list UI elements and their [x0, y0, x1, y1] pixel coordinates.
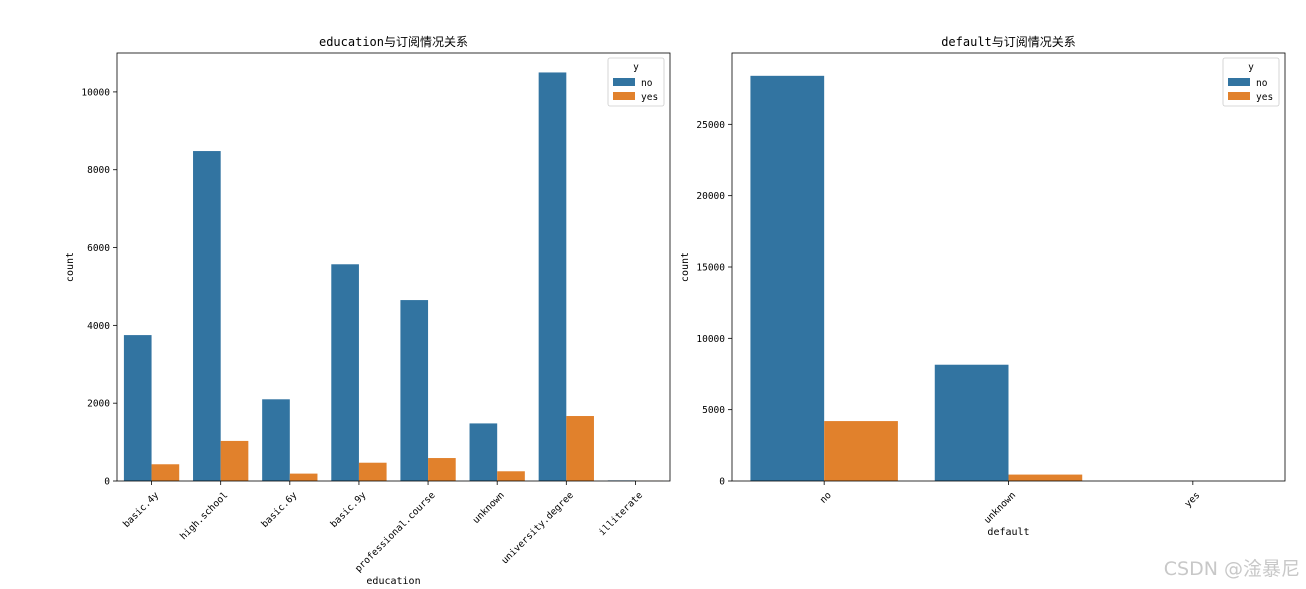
y-tick-label: 2000: [87, 399, 110, 410]
bar-no-high.school: [193, 151, 221, 481]
bar-yes-basic.6y: [289, 473, 318, 481]
bar-no-unknown: [469, 423, 498, 481]
x-tick-label: unknown: [982, 490, 1018, 526]
y-tick-label: 10000: [81, 87, 110, 98]
legend-swatch-yes: [613, 92, 635, 100]
bar-yes-unknown: [497, 471, 525, 481]
legend-label-no: no: [641, 78, 653, 89]
legend-swatch-no: [1228, 78, 1250, 86]
y-tick-label: 6000: [87, 243, 110, 254]
bar-yes-basic.9y: [358, 462, 387, 481]
chart-title: education与订阅情况关系: [319, 35, 468, 49]
x-tick-label: basic.4y: [121, 490, 161, 530]
y-axis-label: count: [680, 252, 691, 282]
x-tick-label: basic.9y: [328, 490, 368, 530]
chart-title: default与订阅情况关系: [941, 35, 1076, 49]
legend-label-yes: yes: [641, 92, 658, 103]
y-tick-label: 4000: [87, 321, 110, 332]
bar-no-basic.4y: [123, 335, 152, 481]
y-tick-label: 8000: [87, 165, 110, 176]
y-tick-label: 0: [104, 477, 110, 488]
bar-no-professional.course: [400, 300, 429, 481]
legend-label-yes: yes: [1256, 92, 1273, 103]
legend-label-no: no: [1256, 78, 1268, 89]
y-tick-label: 25000: [696, 120, 725, 131]
y-tick-label: 10000: [696, 334, 725, 345]
x-tick-label: professional.course: [353, 490, 438, 575]
y-tick-label: 5000: [702, 405, 725, 416]
x-tick-label: unknown: [471, 490, 507, 526]
bar-no-basic.9y: [331, 264, 359, 481]
watermark-text: CSDN @淦暴尼: [1163, 558, 1300, 580]
bar-no-unknown: [934, 364, 1009, 481]
y-axis-label: count: [65, 252, 76, 282]
bar-yes-unknown: [1008, 474, 1083, 481]
bar-yes-basic.4y: [151, 464, 180, 481]
axes-frame: [116, 52, 671, 482]
bar-yes-high.school: [220, 440, 249, 481]
bar-yes-no: [824, 421, 898, 481]
bar-no-university.degree: [538, 72, 567, 482]
x-axis-label: education: [366, 576, 420, 587]
legend-title: y: [633, 62, 639, 73]
y-tick-label: 0: [719, 477, 725, 488]
x-tick-label: university.degree: [499, 490, 576, 567]
x-tick-label: yes: [1183, 490, 1203, 510]
legend-swatch-no: [613, 78, 635, 86]
bar-yes-university.degree: [566, 416, 594, 481]
x-tick-label: no: [818, 490, 834, 506]
x-axis-label: default: [987, 527, 1029, 538]
bar-yes-professional.course: [428, 458, 456, 481]
bar-no-basic.6y: [262, 399, 290, 481]
bar-no-no: [750, 75, 825, 482]
x-tick-label: illiterate: [597, 490, 645, 538]
x-tick-label: high.school: [178, 490, 230, 542]
x-tick-label: basic.6y: [259, 490, 299, 530]
legend-swatch-yes: [1228, 92, 1250, 100]
legend-title: y: [1248, 62, 1254, 73]
y-tick-label: 15000: [696, 263, 725, 274]
y-tick-label: 20000: [696, 191, 725, 202]
